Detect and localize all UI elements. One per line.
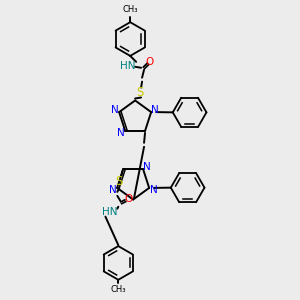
Text: N: N: [117, 128, 125, 138]
Text: N: N: [143, 162, 151, 172]
Text: O: O: [146, 57, 154, 67]
Text: N: N: [150, 185, 158, 195]
Text: S: S: [136, 86, 144, 99]
Text: HN: HN: [102, 207, 117, 217]
Text: CH₃: CH₃: [122, 5, 138, 14]
Text: N: N: [111, 105, 119, 115]
Text: CH₃: CH₃: [110, 285, 126, 294]
Text: N: N: [109, 185, 117, 195]
Text: N: N: [151, 105, 159, 115]
Text: HN: HN: [121, 61, 136, 71]
Text: S: S: [116, 176, 123, 188]
Text: O: O: [124, 194, 132, 204]
